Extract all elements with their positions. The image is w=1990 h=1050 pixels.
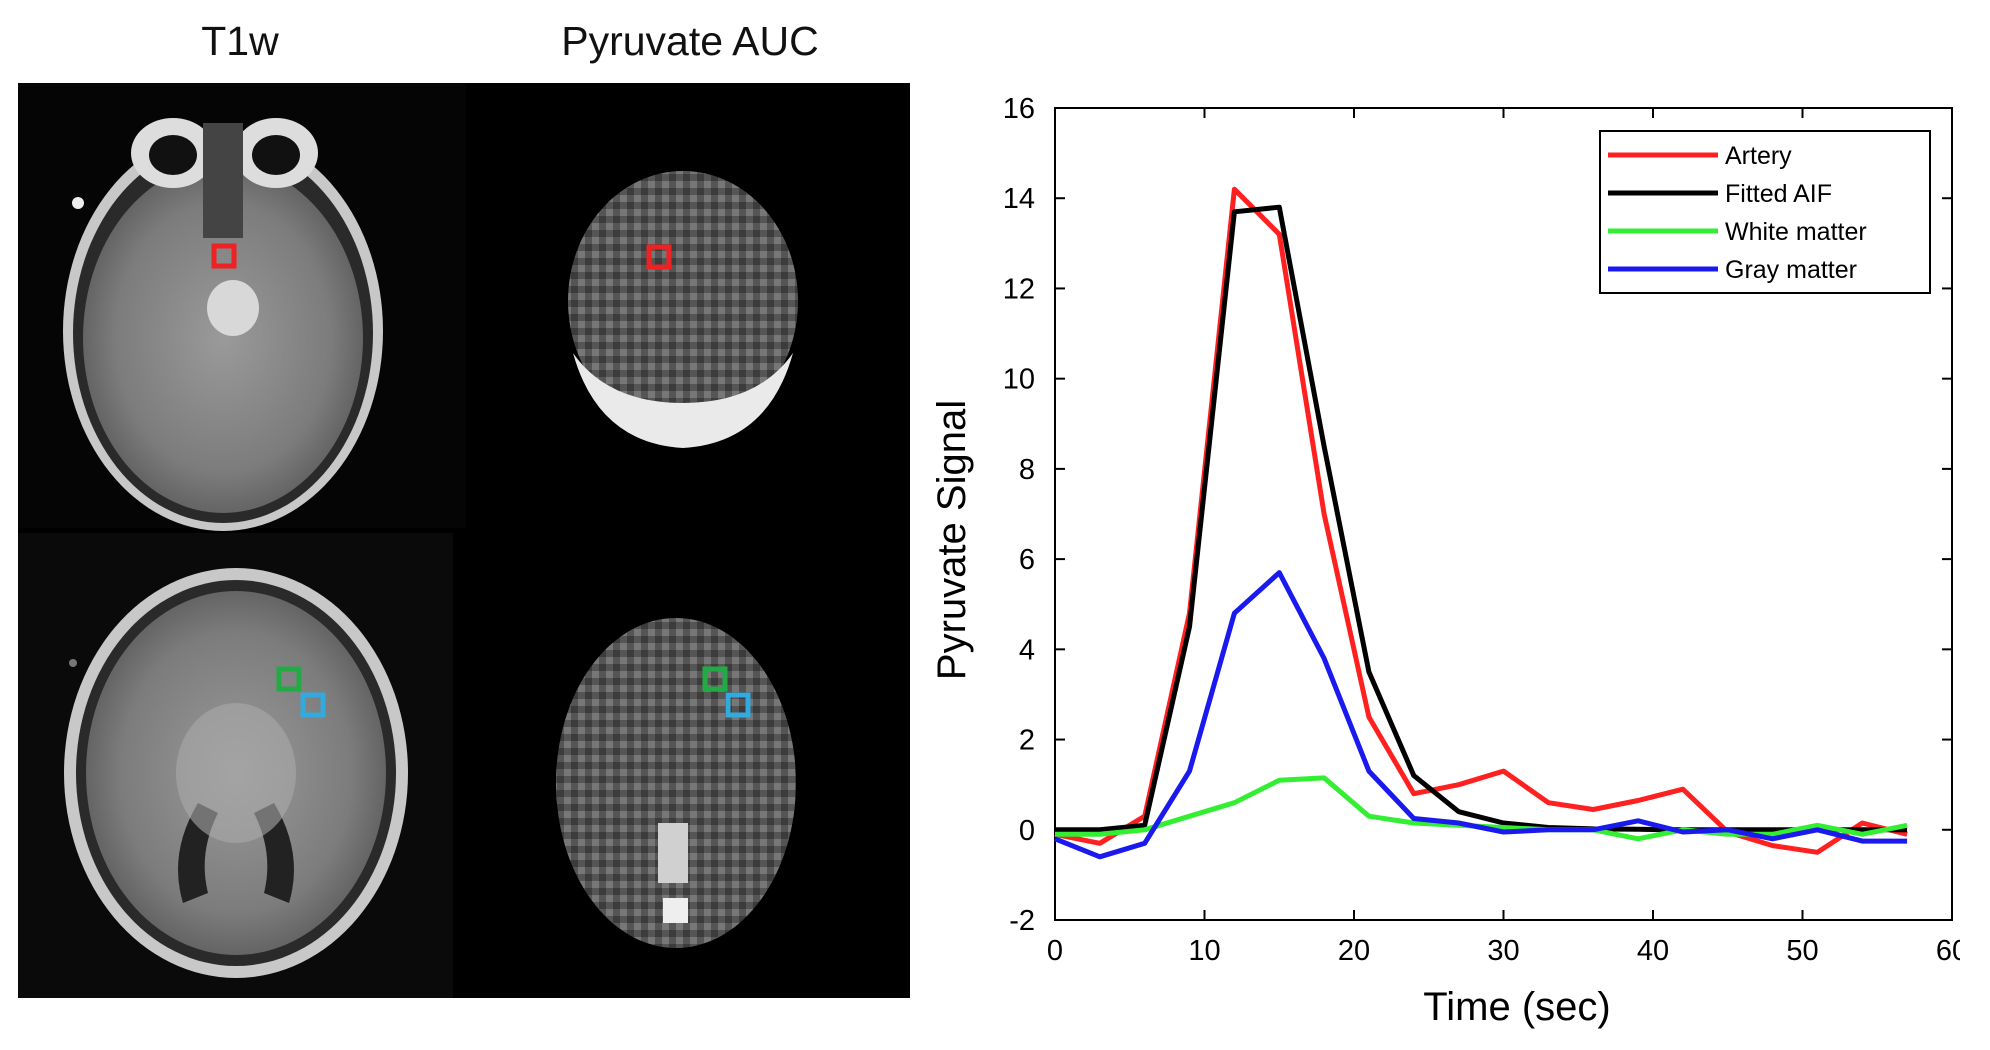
y-tick-label: 4 [1019, 634, 1035, 666]
x-tick-label: 60 [1936, 935, 1960, 967]
column-title-pyruvate-auc: Pyruvate AUC [561, 18, 819, 64]
mri-image-panel [18, 83, 910, 998]
x-tick-label: 20 [1338, 935, 1370, 967]
t1w-slice-top [18, 83, 466, 531]
y-tick-label: 12 [1003, 273, 1035, 305]
roi-gray-matter-t1w [300, 692, 326, 718]
x-tick-label: 50 [1786, 935, 1818, 967]
auc-map-top [568, 171, 798, 448]
x-tick-label: 30 [1487, 935, 1519, 967]
pyruvate-signal-chart: 0 10 20 30 40 50 60 -2 0 2 4 6 8 10 12 14 16 Artery Fitted… [930, 93, 1960, 1029]
roi-artery-t1w [211, 243, 237, 269]
auc-map-bottom [556, 618, 796, 948]
y-tick-label: 2 [1019, 725, 1035, 757]
column-title-t1w: T1w [201, 18, 279, 64]
legend-entry: Gray matter [1725, 256, 1857, 284]
roi-white-matter-t1w [276, 666, 302, 692]
series-line-fitted-aif [1055, 204, 1908, 833]
legend-entry: Fitted AIF [1725, 180, 1832, 208]
y-tick-label: 8 [1019, 454, 1035, 486]
x-axis-label: Time (sec) [1423, 985, 1610, 1029]
roi-artery-auc [646, 244, 672, 270]
y-tick-label: 0 [1019, 815, 1035, 847]
y-tick-label: 14 [1003, 183, 1035, 215]
roi-gray-matter-auc [725, 692, 751, 718]
legend-entry: Artery [1725, 142, 1792, 170]
y-tick-label: -2 [1009, 905, 1035, 937]
y-tick-label: 16 [1003, 93, 1035, 125]
series-line-gray-matter [1054, 570, 1908, 860]
t1w-slice-bottom [18, 533, 453, 998]
x-tick-label: 10 [1188, 935, 1220, 967]
y-tick-label: 10 [1003, 364, 1035, 396]
roi-white-matter-auc [702, 666, 728, 692]
x-tick-label: 0 [1047, 935, 1063, 967]
y-axis-label: Pyruvate Signal [930, 400, 974, 680]
legend-entry: White matter [1725, 218, 1867, 246]
legend-box [1599, 130, 1931, 294]
y-tick-label: 6 [1019, 544, 1035, 576]
x-tick-label: 40 [1637, 935, 1669, 967]
